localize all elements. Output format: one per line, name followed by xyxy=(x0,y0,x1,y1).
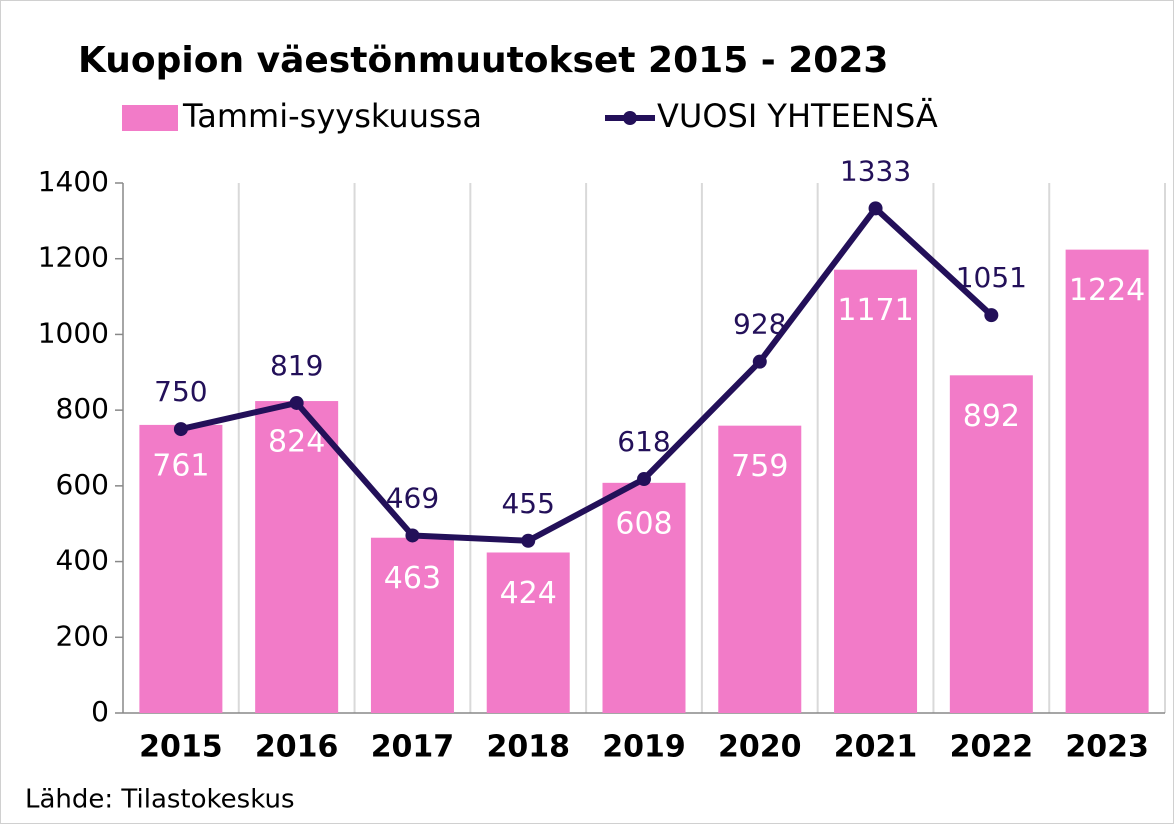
legend-swatch xyxy=(122,105,178,131)
line xyxy=(180,205,994,544)
bar xyxy=(255,401,339,713)
line-point xyxy=(289,395,304,410)
line-value-label: 455 xyxy=(501,487,554,520)
y-tick-label: 1000 xyxy=(38,316,109,349)
bar xyxy=(718,425,802,713)
y-tick-label: 600 xyxy=(56,468,109,501)
line-point xyxy=(637,472,651,487)
legend-label: VUOSI YHTEENSÄ xyxy=(657,97,938,135)
bar-value-label: 892 xyxy=(963,399,1020,434)
y-tick-label: 0 xyxy=(91,695,109,728)
bar-value-label: 761 xyxy=(152,448,209,483)
x-tick-label: 2016 xyxy=(255,730,339,765)
line-value-label: 928 xyxy=(733,308,786,341)
line-point xyxy=(752,354,767,369)
bar xyxy=(486,552,570,713)
line-value-label: 469 xyxy=(386,481,439,514)
y-tick-label: 1200 xyxy=(38,241,109,274)
x-tick-label: 2023 xyxy=(1065,730,1149,765)
line-point xyxy=(521,533,536,548)
line-point xyxy=(868,201,883,216)
line-point xyxy=(984,308,999,323)
x-tick-label: 2019 xyxy=(602,730,686,765)
y-tick-label: 400 xyxy=(56,544,109,577)
bar xyxy=(1065,249,1149,713)
line-value-label: 618 xyxy=(617,425,670,458)
line-value-label: 819 xyxy=(270,349,323,382)
bar-value-label: 824 xyxy=(268,425,325,460)
y-tick-label: 200 xyxy=(56,619,109,652)
x-tick-label: 2022 xyxy=(950,730,1034,765)
bar-value-label: 608 xyxy=(615,506,672,541)
chart-title: Kuopion väestönmuutokset 2015 - 2023 xyxy=(78,40,888,81)
source-note: Lähde: Tilastokeskus xyxy=(25,785,294,815)
bar xyxy=(139,424,223,713)
line-value-label: 1333 xyxy=(840,154,911,187)
line-point xyxy=(173,422,188,437)
bar-value-label: 759 xyxy=(731,449,788,484)
x-tick-label: 2020 xyxy=(718,730,802,765)
line-value-label: 750 xyxy=(154,375,207,408)
x-tick-label: 2021 xyxy=(834,730,918,765)
bar-value-label: 1171 xyxy=(837,293,913,328)
legend-swatch-point xyxy=(623,111,637,125)
bar-value-label: 1224 xyxy=(1069,273,1145,308)
x-tick-label: 2017 xyxy=(371,730,455,765)
line-value-label: 1051 xyxy=(956,261,1027,294)
bar xyxy=(949,375,1033,713)
x-tick-label: 2015 xyxy=(139,730,223,765)
bar-value-label: 463 xyxy=(384,561,441,596)
bar-value-label: 424 xyxy=(500,576,557,611)
y-tick-label: 1400 xyxy=(38,165,109,198)
x-tick-label: 2018 xyxy=(486,730,570,765)
line-point xyxy=(405,528,420,543)
bar xyxy=(370,537,454,713)
bar xyxy=(602,482,686,713)
legend-label: Tammi-syyskuussa xyxy=(182,97,482,135)
bar xyxy=(834,269,918,713)
y-tick-label: 800 xyxy=(56,392,109,425)
